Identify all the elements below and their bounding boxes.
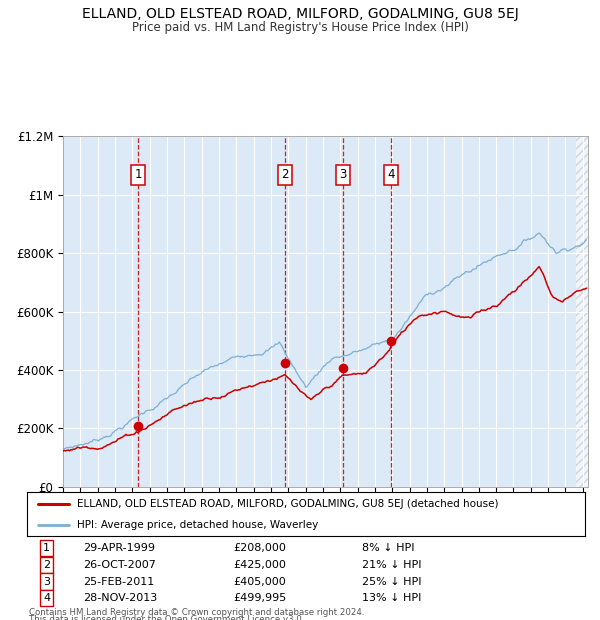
Text: 4: 4 xyxy=(43,593,50,603)
Text: 25% ↓ HPI: 25% ↓ HPI xyxy=(362,577,421,587)
Text: 1: 1 xyxy=(134,169,142,182)
Text: 25-FEB-2011: 25-FEB-2011 xyxy=(83,577,154,587)
Text: 4: 4 xyxy=(387,169,394,182)
Text: 28-NOV-2013: 28-NOV-2013 xyxy=(83,593,157,603)
Text: This data is licensed under the Open Government Licence v3.0.: This data is licensed under the Open Gov… xyxy=(29,615,304,620)
Text: £499,995: £499,995 xyxy=(233,593,287,603)
Text: 2: 2 xyxy=(43,560,50,570)
Text: Price paid vs. HM Land Registry's House Price Index (HPI): Price paid vs. HM Land Registry's House … xyxy=(131,21,469,34)
Text: 8% ↓ HPI: 8% ↓ HPI xyxy=(362,543,415,553)
Text: 3: 3 xyxy=(339,169,347,182)
Text: 21% ↓ HPI: 21% ↓ HPI xyxy=(362,560,421,570)
Text: £208,000: £208,000 xyxy=(233,543,286,553)
Text: ELLAND, OLD ELSTEAD ROAD, MILFORD, GODALMING, GU8 5EJ: ELLAND, OLD ELSTEAD ROAD, MILFORD, GODAL… xyxy=(82,7,518,22)
Text: 2: 2 xyxy=(281,169,289,182)
Text: £405,000: £405,000 xyxy=(233,577,286,587)
Text: 26-OCT-2007: 26-OCT-2007 xyxy=(83,560,155,570)
Text: Contains HM Land Registry data © Crown copyright and database right 2024.: Contains HM Land Registry data © Crown c… xyxy=(29,608,364,617)
Text: 3: 3 xyxy=(43,577,50,587)
Text: 1: 1 xyxy=(43,543,50,553)
Text: 13% ↓ HPI: 13% ↓ HPI xyxy=(362,593,421,603)
Bar xyxy=(575,136,588,487)
Text: £425,000: £425,000 xyxy=(233,560,286,570)
Text: HPI: Average price, detached house, Waverley: HPI: Average price, detached house, Wave… xyxy=(77,520,319,530)
Text: ELLAND, OLD ELSTEAD ROAD, MILFORD, GODALMING, GU8 5EJ (detached house): ELLAND, OLD ELSTEAD ROAD, MILFORD, GODAL… xyxy=(77,498,499,509)
Text: 29-APR-1999: 29-APR-1999 xyxy=(83,543,155,553)
